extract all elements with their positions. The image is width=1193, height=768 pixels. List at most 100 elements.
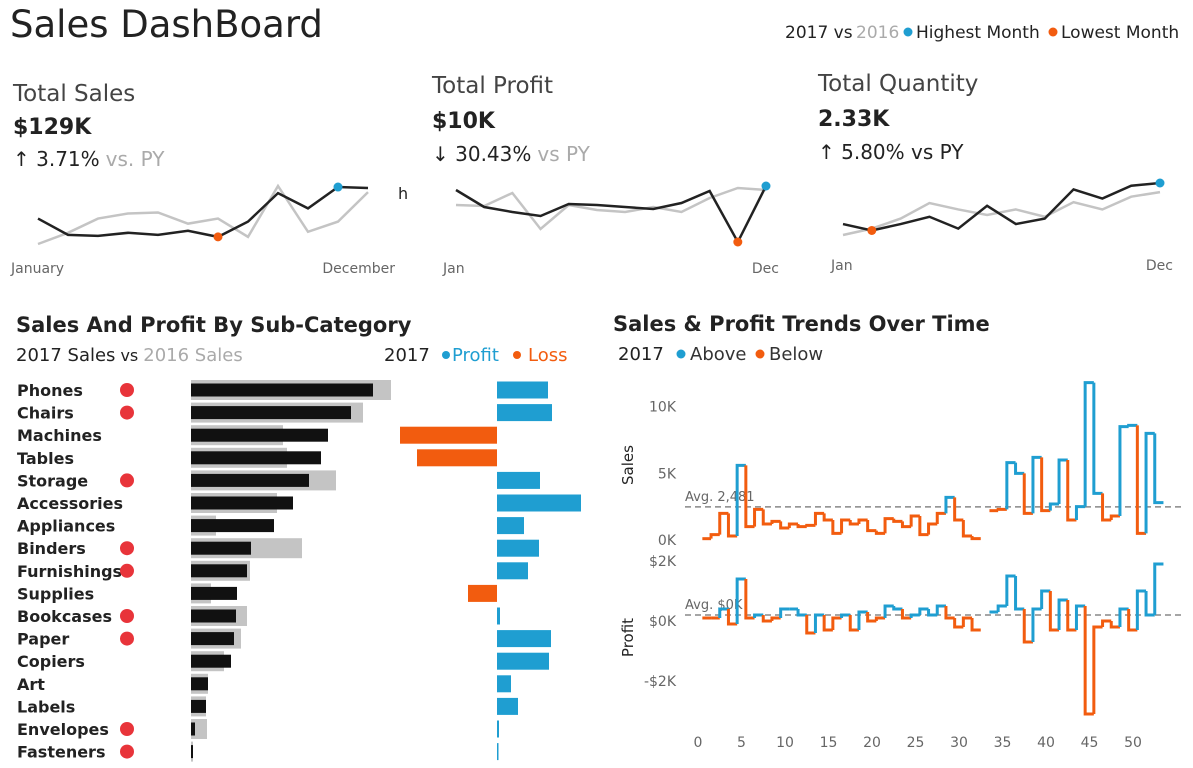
step-segment <box>822 513 833 522</box>
legend-below: Below <box>769 344 823 365</box>
step-segment <box>953 497 964 522</box>
category-label: Storage <box>17 471 88 490</box>
profit-bar <box>497 381 548 399</box>
step-segment <box>1057 598 1068 630</box>
low-marker <box>733 237 743 247</box>
kpi-title: Total Profit <box>431 73 553 99</box>
flag-dot <box>120 563 134 578</box>
legend-current: 2017 vs <box>785 23 853 43</box>
high-marker <box>761 181 771 191</box>
y-tick-label: $0K <box>649 614 677 630</box>
x-tick-label: 0 <box>694 735 703 751</box>
bar-current <box>191 383 373 397</box>
y-tick-label: -$2K <box>644 674 677 690</box>
flag-dot <box>120 473 134 488</box>
kpi-title: Total Sales <box>12 81 135 107</box>
category-label: Machines <box>17 426 102 445</box>
legend-dot <box>755 349 765 359</box>
step-segment <box>1005 461 1016 510</box>
legend-year: 2017 <box>384 345 430 366</box>
kpi-title: Total Quantity <box>817 71 978 97</box>
step-segment <box>935 604 946 615</box>
step-segment <box>1144 591 1155 617</box>
step-segment <box>735 577 746 624</box>
step-segment <box>813 613 825 633</box>
sparkline <box>842 181 1161 232</box>
step-segment <box>779 607 790 618</box>
kpi-change-value: ↑ 5.80% vs PY <box>818 140 964 164</box>
y-tick-label: 0K <box>658 533 677 549</box>
step-segment <box>753 507 764 527</box>
legend-previous: 2016 <box>856 23 899 43</box>
step-segment <box>813 511 825 526</box>
step-segment <box>744 579 755 620</box>
step-segment <box>805 615 816 635</box>
legend-loss: Loss <box>528 345 567 366</box>
step-segment <box>1014 576 1025 611</box>
step-segment <box>1066 460 1077 522</box>
x-tick-label: 5 <box>737 735 746 751</box>
bar-current <box>191 541 251 555</box>
profit-bar <box>497 562 528 580</box>
step-segment <box>805 523 816 527</box>
step-segment <box>1040 589 1051 609</box>
high-marker <box>333 182 343 192</box>
step-segment <box>953 618 964 629</box>
flag-dot <box>120 631 134 646</box>
y-tick-label: 10K <box>649 400 677 416</box>
x-tick-label: 10 <box>776 735 794 751</box>
x-tick-label: Jan <box>442 261 465 277</box>
kpi-compare: vs. PY <box>106 147 166 171</box>
bar-current <box>191 745 193 759</box>
step-segment <box>1109 514 1120 520</box>
step-segment <box>779 521 790 530</box>
step-segment <box>1031 455 1042 514</box>
bar-current <box>191 677 208 691</box>
profit-bar <box>497 720 499 738</box>
step-segment <box>1074 505 1086 520</box>
step-segment <box>874 616 886 621</box>
profit-bar <box>468 584 497 602</box>
x-tick-label: 30 <box>950 735 968 751</box>
step-segment <box>1135 425 1147 535</box>
legend-low-dot <box>1048 27 1058 37</box>
category-label: Furnishings <box>17 562 122 581</box>
category-label: Phones <box>17 381 83 400</box>
step-segment <box>709 533 720 539</box>
subtitle-joiner: vs <box>120 346 138 365</box>
step-segment <box>796 524 807 529</box>
kpi-change-value: ↓ 30.43% <box>432 142 531 166</box>
bar-current <box>191 586 237 600</box>
category-label: Binders <box>17 539 86 558</box>
step-segment <box>718 607 729 618</box>
legend-high: Highest Month <box>916 23 1040 43</box>
step-segment <box>1083 606 1094 716</box>
step-segment <box>726 513 738 538</box>
step-segment <box>822 615 833 632</box>
chart-subtitle: 2017 Sales vs 2016 Sales <box>16 345 243 366</box>
step-segment <box>961 616 973 627</box>
legend-dot <box>513 351 521 359</box>
step-segment <box>866 520 877 533</box>
bar-current <box>191 699 206 713</box>
sparkline <box>842 190 1161 237</box>
step-segment <box>1118 425 1129 516</box>
step-segment <box>1153 433 1164 505</box>
step-segment <box>840 613 851 618</box>
profit-bar <box>497 743 499 761</box>
sparkline <box>455 186 767 231</box>
step-segment <box>918 607 929 615</box>
flag-dot <box>120 405 134 420</box>
step-segment <box>726 609 738 626</box>
step-segment <box>892 518 903 523</box>
step-segment <box>857 518 868 524</box>
step-segment <box>761 615 772 623</box>
step-segment <box>1005 574 1016 606</box>
sparkline <box>37 185 369 239</box>
step-segment <box>935 511 946 524</box>
x-tick-label: 20 <box>863 735 881 751</box>
x-tick-label: December <box>322 261 395 277</box>
step-segment <box>1127 609 1138 632</box>
step-segment <box>857 610 868 630</box>
kpi-value: $129K <box>13 115 92 140</box>
